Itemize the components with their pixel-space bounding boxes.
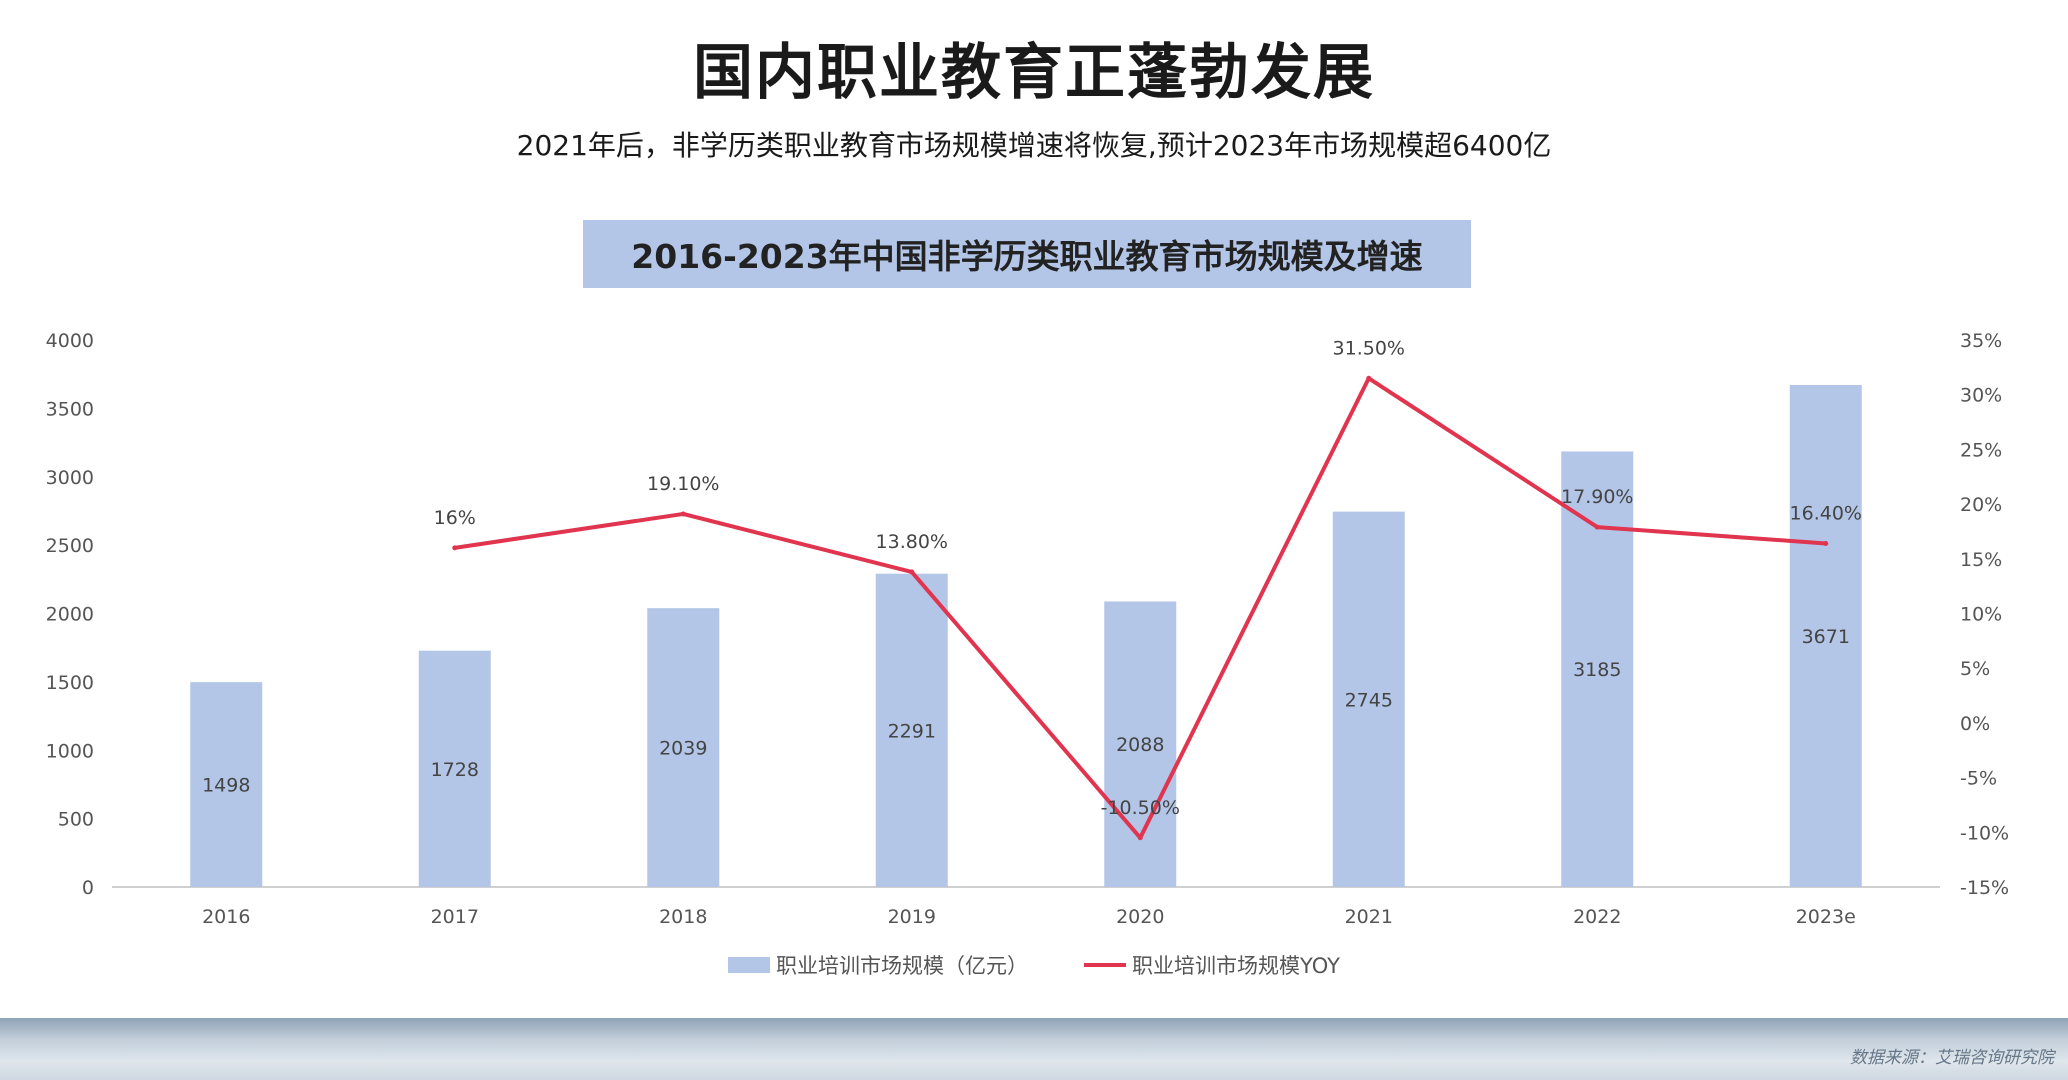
bar: [418, 650, 491, 887]
y-right-tick-label: 20%: [1960, 494, 2002, 516]
bar: [1561, 451, 1634, 887]
yoy-value-label: 16%: [434, 507, 476, 529]
y-left-tick-label: 2000: [46, 604, 94, 626]
y-right-tick-label: -10%: [1960, 822, 2009, 844]
x-tick-label: 2018: [659, 906, 707, 928]
yoy-point: [452, 545, 458, 551]
y-right-tick-label: -5%: [1960, 768, 1997, 790]
yoy-value-label: -10.50%: [1101, 797, 1180, 819]
y-left-tick-label: 3500: [46, 398, 94, 420]
yoy-point: [680, 511, 686, 517]
bar-value-label: 1728: [431, 759, 479, 781]
legend-line-label: 职业培训市场规模YOY: [1132, 954, 1340, 978]
yoy-point: [1366, 375, 1372, 381]
y-right-tick-label: 0%: [1960, 713, 1990, 735]
y-left-tick-label: 0: [82, 877, 94, 899]
x-tick-label: 2016: [202, 906, 250, 928]
yoy-point: [1137, 835, 1143, 841]
bar-value-label: 3671: [1802, 626, 1850, 648]
yoy-value-label: 13.80%: [876, 531, 948, 553]
bar-value-label: 2291: [888, 720, 936, 742]
y-left-tick-label: 1000: [46, 740, 94, 762]
bar-value-label: 1498: [202, 775, 250, 797]
y-left-tick-label: 4000: [46, 330, 94, 352]
yoy-point: [1823, 540, 1829, 546]
y-right-tick-label: 25%: [1960, 439, 2002, 461]
x-tick-label: 2019: [888, 906, 936, 928]
bar-value-label: 2745: [1345, 689, 1393, 711]
y-left-tick-label: 2500: [46, 535, 94, 557]
legend-item-line: 职业培训市场规模YOY: [1084, 950, 1340, 980]
legend-bar-swatch: [728, 957, 771, 973]
legend-bar-label: 职业培训市场规模（亿元）: [776, 954, 1029, 978]
x-tick-label: 2020: [1116, 906, 1164, 928]
x-tick-label: 2022: [1573, 906, 1621, 928]
y-right-tick-label: 10%: [1960, 604, 2002, 626]
legend-line-swatch: [1084, 963, 1127, 967]
y-left-tick-label: 3000: [46, 467, 94, 489]
bar-value-label: 2039: [659, 738, 707, 760]
chart-title: 2016-2023年中国非学历类职业教育市场规模及增速: [583, 220, 1471, 288]
bar: [1332, 511, 1405, 887]
bar: [875, 573, 948, 887]
bar: [647, 608, 720, 887]
bar-value-label: 2088: [1116, 734, 1164, 756]
page-title: 国内职业教育正蓬勃发展: [693, 38, 1375, 108]
data-source: 数据来源：艾瑞咨询研究院: [1850, 1048, 2054, 1068]
y-left-tick-label: 1500: [46, 672, 94, 694]
x-tick-label: 2017: [431, 906, 479, 928]
y-right-tick-label: 15%: [1960, 549, 2002, 571]
y-right-tick-label: 30%: [1960, 385, 2002, 407]
yoy-value-label: 31.50%: [1333, 337, 1405, 359]
bar: [1789, 384, 1862, 887]
yoy-point: [1594, 524, 1600, 530]
x-tick-label: 2021: [1345, 906, 1393, 928]
y-right-tick-label: 35%: [1960, 330, 2002, 352]
legend-item-bar: 职业培训市场规模（亿元）: [728, 950, 1028, 980]
y-right-tick-label: -15%: [1960, 877, 2009, 899]
y-right-tick-label: 5%: [1960, 658, 1990, 680]
yoy-point: [909, 569, 915, 575]
market-size-chart: 0 500 1000 1500 2000 2500 3000 3500 4000 -15% -10%…: [46, 330, 2009, 928]
page-subtitle: 2021年后，非学历类职业教育市场规模增速将恢复,预计2023年市场规模超640…: [516, 129, 1552, 162]
chart-legend: 职业培训市场规模（亿元） 职业培训市场规模YOY: [0, 950, 2068, 980]
bar: [190, 682, 263, 887]
yoy-value-label: 19.10%: [647, 473, 719, 495]
yoy-value-label: 17.90%: [1561, 486, 1633, 508]
bar-value-label: 3185: [1573, 659, 1621, 681]
yoy-value-label: 16.40%: [1790, 502, 1862, 524]
y-left-tick-label: 500: [58, 809, 94, 831]
footer-banner: 数据来源：艾瑞咨询研究院: [0, 1018, 2068, 1080]
x-tick-label: 2023e: [1796, 906, 1856, 928]
